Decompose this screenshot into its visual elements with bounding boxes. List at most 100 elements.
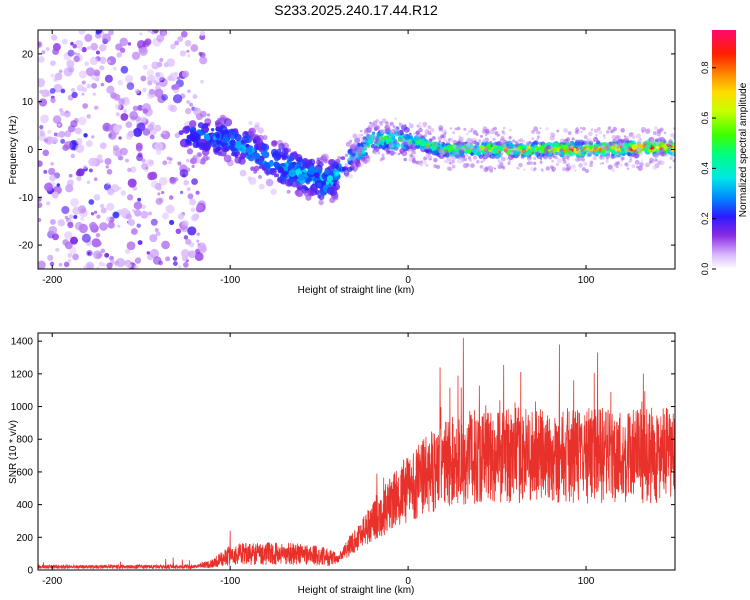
snr-y-tick-label: 200	[16, 533, 33, 544]
heatmap-cell	[93, 69, 101, 77]
heatmap-cell	[567, 149, 573, 155]
heatmap-cell	[544, 154, 548, 158]
heatmap-cell	[623, 146, 627, 149]
heatmap-cell	[56, 183, 61, 187]
heatmap-cell	[533, 144, 536, 148]
heatmap-cell	[637, 165, 643, 171]
heatmap-cell	[373, 144, 378, 150]
heatmap-cell	[197, 122, 205, 129]
heatmap-cell	[248, 176, 257, 185]
heatmap-cell	[120, 65, 129, 74]
heatmap-cell	[571, 137, 575, 141]
heatmap-cell	[104, 74, 113, 83]
snr-x-ticks: -200 -100 0 100	[42, 333, 595, 587]
heatmap-cell	[98, 261, 104, 267]
heatmap-cell	[419, 162, 423, 167]
heatmap-cell	[424, 129, 430, 135]
heatmap-cell	[234, 143, 240, 149]
heatmap-cell	[361, 147, 364, 150]
colorbar-ticks: 0.0 0.2 0.4 0.6 0.8	[700, 61, 716, 275]
heatmap-cell	[464, 151, 468, 155]
heatmap-cell	[652, 165, 658, 170]
heatmap-cell	[116, 52, 123, 58]
heatmap-cell	[140, 75, 147, 82]
heatmap-cell	[409, 123, 414, 129]
heatmap-cell	[281, 153, 287, 160]
heatmap-cell	[99, 222, 108, 231]
heatmap-cell	[57, 219, 65, 227]
heatmap-cell	[87, 46, 91, 50]
snr-x-tick-label: -100	[220, 576, 240, 587]
spectrogram-y-tick-label: -10	[19, 193, 34, 204]
heatmap-cell	[415, 130, 420, 135]
heatmap-cell	[150, 180, 159, 188]
heatmap-cell	[184, 39, 192, 47]
heatmap-cell	[604, 149, 610, 154]
heatmap-cell	[440, 149, 446, 155]
heatmap-cell	[61, 205, 70, 215]
heatmap-cell	[38, 197, 42, 202]
heatmap-cell	[181, 249, 190, 258]
heatmap-cell	[417, 144, 421, 148]
heatmap-cell	[115, 43, 123, 51]
heatmap-cell	[579, 144, 583, 148]
heatmap-cell	[582, 126, 586, 131]
heatmap-cell	[646, 128, 651, 132]
heatmap-cell	[96, 266, 100, 269]
heatmap-cell	[104, 157, 112, 166]
heatmap-cell	[118, 136, 122, 140]
heatmap-cell	[316, 159, 322, 165]
heatmap-cell	[631, 144, 638, 150]
heatmap-cell	[637, 139, 643, 145]
heatmap-cell	[409, 132, 412, 135]
heatmap-cell	[190, 44, 199, 52]
heatmap-cell	[187, 193, 194, 200]
heatmap-cell	[412, 150, 417, 155]
heatmap-cell	[623, 135, 627, 138]
heatmap-cell	[620, 159, 624, 162]
heatmap-cell	[539, 160, 543, 164]
heatmap-cell	[538, 149, 542, 153]
heatmap-cell	[188, 250, 196, 259]
heatmap-cell	[106, 85, 115, 94]
heatmap-cell	[117, 224, 121, 228]
heatmap-cell	[577, 157, 582, 162]
heatmap-cell	[173, 177, 179, 182]
colorbar: 0.0 0.2 0.4 0.6 0.8 Normalized spectral ampl…	[700, 30, 749, 275]
heatmap-cell	[174, 132, 181, 139]
heatmap-cell	[137, 197, 142, 202]
heatmap-cell	[169, 219, 175, 226]
heatmap-cell	[99, 142, 107, 150]
heatmap-cell	[320, 180, 327, 186]
heatmap-cell	[528, 159, 531, 163]
heatmap-cell	[95, 30, 103, 34]
heatmap-cell	[117, 186, 122, 191]
heatmap-cell	[589, 144, 594, 149]
heatmap-cell	[369, 121, 372, 125]
heatmap-cell	[598, 142, 602, 146]
heatmap-cell	[359, 129, 363, 133]
heatmap-cell	[425, 163, 429, 167]
heatmap-cell	[578, 163, 583, 168]
heatmap-cell	[610, 155, 615, 160]
heatmap-cell	[411, 159, 417, 164]
heatmap-cell	[281, 147, 289, 155]
heatmap-cell	[288, 179, 294, 184]
heatmap-cell	[129, 111, 139, 120]
heatmap-cell	[521, 148, 527, 154]
heatmap-cell	[506, 144, 511, 150]
heatmap-cell	[64, 140, 73, 150]
heatmap-cell	[127, 130, 135, 138]
heatmap-cell	[435, 164, 441, 170]
heatmap-cell	[120, 190, 126, 196]
heatmap-cell	[355, 162, 359, 166]
heatmap-cell	[460, 148, 463, 151]
heatmap-cell	[106, 202, 115, 211]
heatmap-cell	[601, 148, 606, 153]
heatmap-cell	[326, 186, 335, 195]
heatmap-cell	[408, 158, 413, 162]
heatmap-cell	[192, 213, 200, 220]
heatmap-cell	[273, 173, 278, 178]
heatmap-cell	[109, 255, 114, 261]
